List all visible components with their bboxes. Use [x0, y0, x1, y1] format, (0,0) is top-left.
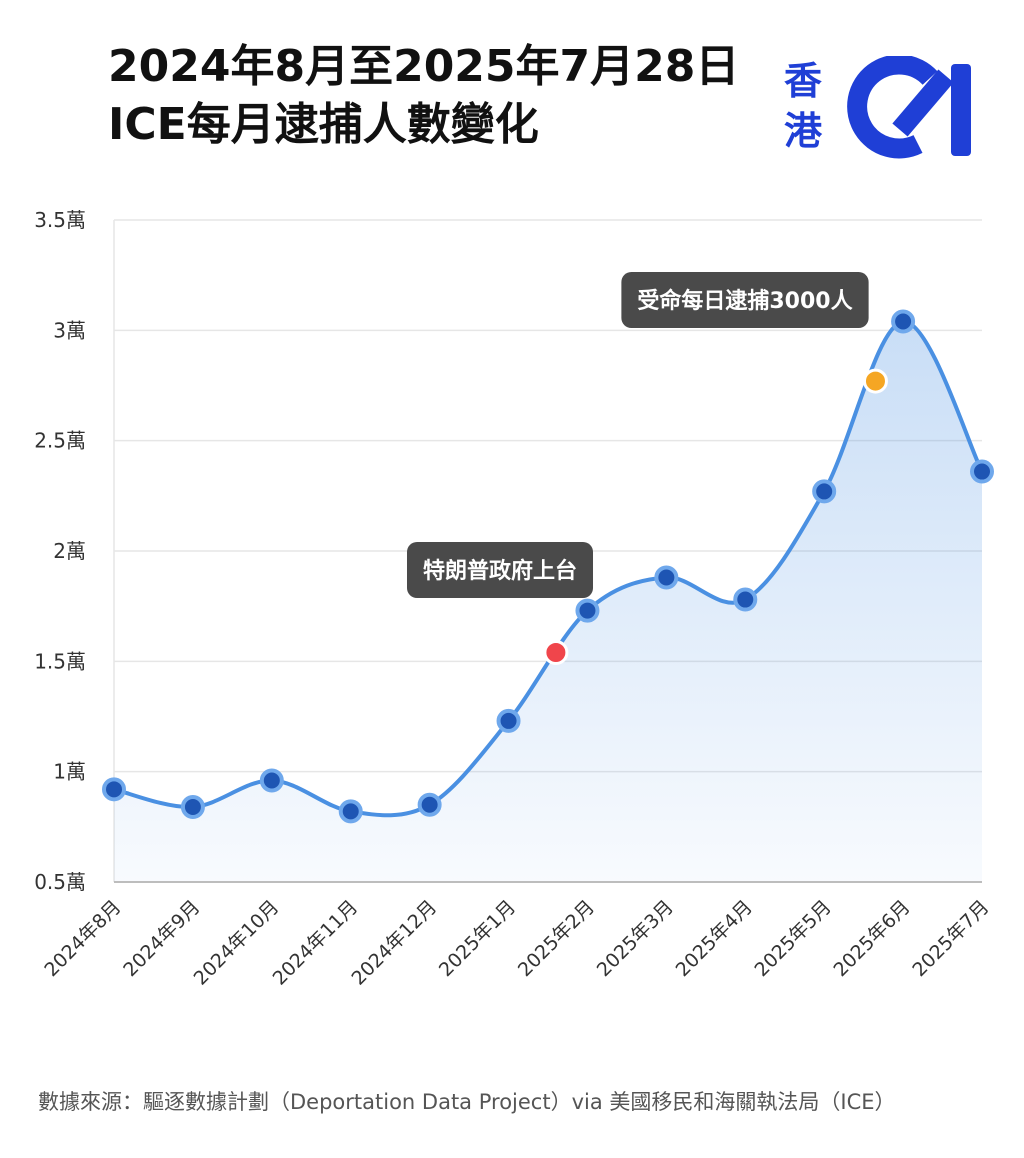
y-tick-label: 3.5萬	[34, 208, 86, 232]
y-axis-tick-labels: 0.5萬 1萬 1.5萬 2萬 2.5萬 3萬 3.5萬	[34, 208, 86, 894]
annotation-box	[621, 272, 869, 328]
data-points	[102, 309, 994, 824]
y-tick-label: 0.5萬	[34, 870, 86, 894]
x-tick-label: 2025年4月	[672, 896, 757, 981]
annotations: 特朗普政府上台 受命每日逮捕3000人	[406, 272, 888, 666]
area-fill	[114, 321, 982, 882]
annotation-box	[406, 542, 594, 598]
logo-text: 香 港	[784, 56, 832, 156]
x-tick-label: 2024年8月	[40, 896, 125, 981]
chart-title-line1: 2024年8月至2025年7月28日	[108, 41, 740, 92]
data-point-2024年12月	[417, 792, 442, 817]
y-tick-label: 1萬	[53, 760, 86, 784]
logo-text-line1: 香	[784, 59, 823, 103]
data-point-2025年3月	[654, 565, 679, 590]
annotation-dot-0	[543, 640, 569, 666]
data-point-2025年5月	[812, 479, 837, 504]
x-tick-label: 2025年5月	[751, 896, 836, 981]
x-axis-tick-labels: 2024年8月2024年9月2024年10月2024年11月2024年12月20…	[40, 896, 993, 990]
data-point-2025年6月	[891, 309, 916, 334]
data-point-2024年8月	[102, 777, 126, 802]
data-point-2024年10月	[259, 768, 284, 793]
x-tick-label: 2025年1月	[435, 896, 520, 981]
y-tick-label: 2.5萬	[34, 429, 86, 453]
data-point-2024年11月	[338, 799, 363, 824]
hk01-logo-icon	[847, 56, 971, 159]
y-tick-label: 1.5萬	[34, 649, 86, 673]
x-tick-label: 2024年12月	[347, 896, 441, 990]
logo-text-line2: 港	[784, 109, 823, 153]
x-tick-label: 2025年3月	[593, 896, 678, 981]
annotation-label-1: 受命每日逮捕3000人	[621, 272, 869, 328]
data-point-2024年9月	[180, 794, 205, 819]
hk01-logo: 香 港	[780, 56, 980, 166]
logo-mark-slash	[892, 69, 954, 137]
source-note: 數據來源：驅逐數據計劃（Deportation Data Project）via…	[38, 1090, 896, 1114]
y-tick-label: 3萬	[53, 318, 86, 342]
annotation-dot-1	[862, 368, 888, 394]
annotation-label-0: 特朗普政府上台	[406, 542, 594, 598]
y-tick-label: 2萬	[53, 539, 86, 563]
x-tick-label: 2025年7月	[908, 896, 993, 981]
logo-mark-one	[951, 64, 971, 156]
data-point-2025年2月	[575, 598, 600, 623]
x-tick-label: 2025年6月	[829, 896, 914, 981]
x-tick-label: 2025年2月	[514, 896, 599, 981]
data-point-2025年7月	[970, 459, 994, 484]
chart-title-line2: ICE每月逮捕人數變化	[108, 99, 539, 150]
annotation-text: 受命每日逮捕3000人	[637, 288, 852, 314]
logo-mark-zero	[847, 56, 938, 159]
data-point-2025年1月	[496, 708, 521, 733]
x-tick-label: 2024年9月	[119, 896, 204, 981]
chart-title: 2024年8月至2025年7月28日 ICE每月逮捕人數變化	[108, 38, 739, 154]
annotation-text: 特朗普政府上台	[423, 558, 577, 584]
data-point-2025年4月	[733, 587, 758, 612]
